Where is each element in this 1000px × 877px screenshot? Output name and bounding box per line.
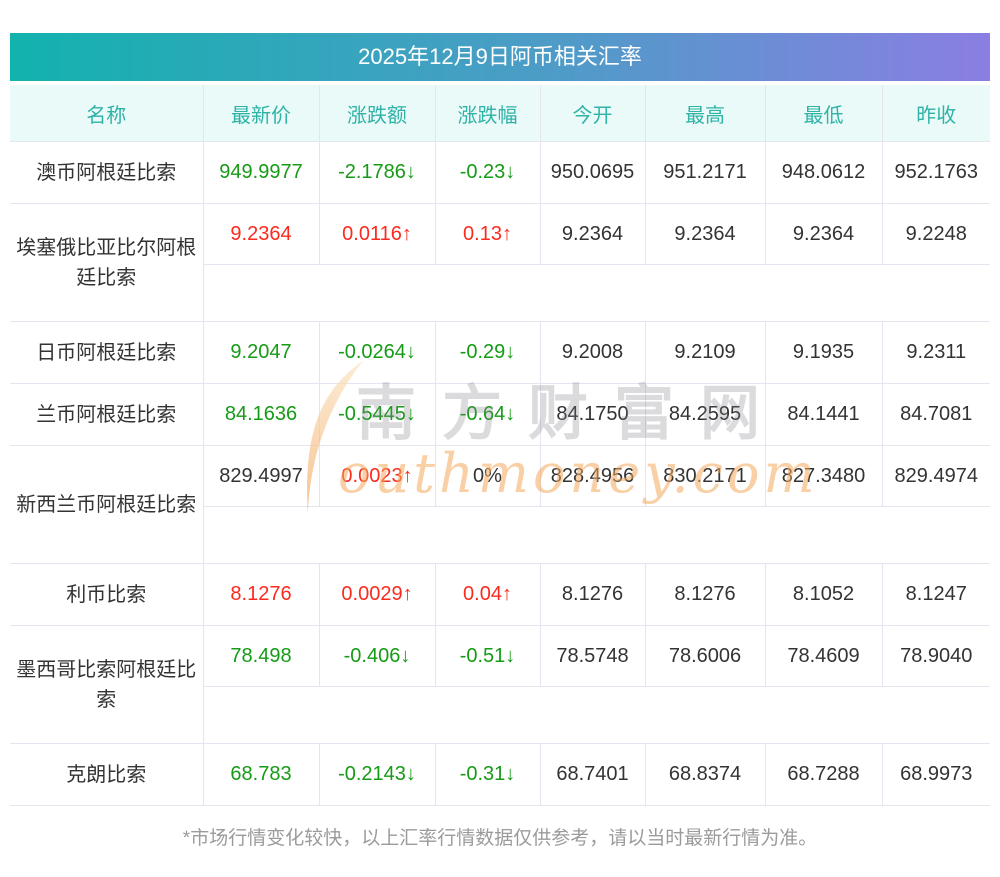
latest-price-cell: 9.2364 xyxy=(203,203,320,265)
table-row: 新西兰币阿根廷比索 829.4997 0.0023↑ 0% 828.4956 830.21… xyxy=(10,445,990,564)
change-percent-cell: -0.64↓ xyxy=(435,383,541,446)
change-percent-cell: -0.31↓ xyxy=(435,743,541,806)
open-price-cell: 9.2364 xyxy=(540,203,646,265)
prev-close-cell: 9.2311 xyxy=(882,321,990,384)
change-amount-cell: 0.0116↑ xyxy=(319,203,436,265)
change-amount-cell: -0.406↓ xyxy=(319,625,436,687)
wrap-spacer-cell xyxy=(203,506,990,564)
column-header: 最高 xyxy=(645,85,766,142)
prev-close-cell: 829.4974 xyxy=(882,445,990,507)
column-header: 涨跌幅 xyxy=(435,85,541,142)
latest-price-cell: 829.4997 xyxy=(203,445,320,507)
table-row-wrap-spacer xyxy=(10,506,990,564)
open-price-cell: 78.5748 xyxy=(540,625,646,687)
table-row: 日币阿根廷比索 9.2047 -0.0264↓ -0.29↓ 9.2008 9.2109 9… xyxy=(10,321,990,384)
column-header: 涨跌额 xyxy=(319,85,436,142)
header-row: 名称 最新价 涨跌额 涨跌幅 今开 最高 最低 昨收 xyxy=(10,85,990,142)
currency-name: 新西兰币阿根廷比索 xyxy=(10,445,204,564)
open-price-cell: 84.1750 xyxy=(540,383,646,446)
high-price-cell: 68.8374 xyxy=(645,743,766,806)
high-price-cell: 84.2595 xyxy=(645,383,766,446)
exchange-rate-table: 名称 最新价 涨跌额 涨跌幅 今开 最高 最低 昨收 澳币阿根廷比索 949.9977 -2.17… xyxy=(10,85,990,806)
latest-price-cell: 9.2047 xyxy=(203,321,320,384)
table-row: 墨西哥比索阿根廷比索 78.498 -0.406↓ -0.51↓ 78.5748 78.6… xyxy=(10,625,990,744)
rates-page: 2025年12月9日阿币相关汇率 名称 最新价 涨跌额 涨跌幅 今开 最高 最低 昨收 澳币阿… xyxy=(10,33,990,849)
page-title: 2025年12月9日阿币相关汇率 xyxy=(10,33,990,81)
table-row: 埃塞俄比亚比尔阿根廷比索 9.2364 0.0116↑ 0.13↑ 9.2364 9.23… xyxy=(10,203,990,322)
currency-name: 兰币阿根廷比索 xyxy=(10,383,204,446)
change-amount-cell: 0.0029↑ xyxy=(319,563,436,626)
high-price-cell: 9.2364 xyxy=(645,203,766,265)
prev-close-cell: 8.1247 xyxy=(882,563,990,626)
open-price-cell: 950.0695 xyxy=(540,141,646,204)
change-percent-cell: -0.29↓ xyxy=(435,321,541,384)
table-row-wrap-spacer xyxy=(10,264,990,322)
prev-close-cell: 84.7081 xyxy=(882,383,990,446)
change-amount-cell: -0.2143↓ xyxy=(319,743,436,806)
change-percent-cell: -0.23↓ xyxy=(435,141,541,204)
currency-name: 墨西哥比索阿根廷比索 xyxy=(10,625,204,744)
latest-price-cell: 78.498 xyxy=(203,625,320,687)
high-price-cell: 951.2171 xyxy=(645,141,766,204)
currency-name: 埃塞俄比亚比尔阿根廷比索 xyxy=(10,203,204,322)
change-percent-cell: -0.51↓ xyxy=(435,625,541,687)
latest-price-cell: 68.783 xyxy=(203,743,320,806)
low-price-cell: 68.7288 xyxy=(765,743,883,806)
low-price-cell: 9.1935 xyxy=(765,321,883,384)
change-amount-cell: 0.0023↑ xyxy=(319,445,436,507)
latest-price-cell: 8.1276 xyxy=(203,563,320,626)
change-percent-cell: 0.13↑ xyxy=(435,203,541,265)
wrap-spacer-cell xyxy=(203,264,990,322)
open-price-cell: 9.2008 xyxy=(540,321,646,384)
table-row: 克朗比索 68.783 -0.2143↓ -0.31↓ 68.7401 68.8374 68… xyxy=(10,743,990,806)
column-header: 名称 xyxy=(10,85,204,142)
table-row: 兰币阿根廷比索 84.1636 -0.5445↓ -0.64↓ 84.1750 84.25… xyxy=(10,383,990,446)
table-body: 澳币阿根廷比索 949.9977 -2.1786↓ -0.23↓ 950.0695 951… xyxy=(10,141,990,806)
high-price-cell: 8.1276 xyxy=(645,563,766,626)
low-price-cell: 78.4609 xyxy=(765,625,883,687)
table-row-wrap-spacer xyxy=(10,686,990,744)
low-price-cell: 8.1052 xyxy=(765,563,883,626)
latest-price-cell: 949.9977 xyxy=(203,141,320,204)
column-header: 昨收 xyxy=(882,85,990,142)
open-price-cell: 8.1276 xyxy=(540,563,646,626)
currency-name: 利币比索 xyxy=(10,563,204,626)
change-percent-cell: 0% xyxy=(435,445,541,507)
change-amount-cell: -2.1786↓ xyxy=(319,141,436,204)
change-percent-cell: 0.04↑ xyxy=(435,563,541,626)
prev-close-cell: 952.1763 xyxy=(882,141,990,204)
low-price-cell: 84.1441 xyxy=(765,383,883,446)
table-row: 澳币阿根廷比索 949.9977 -2.1786↓ -0.23↓ 950.0695 951… xyxy=(10,141,990,204)
latest-price-cell: 84.1636 xyxy=(203,383,320,446)
wrap-spacer-cell xyxy=(203,686,990,744)
table-row: 利币比索 8.1276 0.0029↑ 0.04↑ 8.1276 8.1276 8.1052… xyxy=(10,563,990,626)
prev-close-cell: 78.9040 xyxy=(882,625,990,687)
table-header: 名称 最新价 涨跌额 涨跌幅 今开 最高 最低 昨收 xyxy=(10,85,990,142)
open-price-cell: 828.4956 xyxy=(540,445,646,507)
change-amount-cell: -0.5445↓ xyxy=(319,383,436,446)
column-header: 最新价 xyxy=(203,85,320,142)
column-header: 最低 xyxy=(765,85,883,142)
high-price-cell: 9.2109 xyxy=(645,321,766,384)
open-price-cell: 68.7401 xyxy=(540,743,646,806)
prev-close-cell: 9.2248 xyxy=(882,203,990,265)
high-price-cell: 830.2171 xyxy=(645,445,766,507)
high-price-cell: 78.6006 xyxy=(645,625,766,687)
currency-name: 日币阿根廷比索 xyxy=(10,321,204,384)
column-header: 今开 xyxy=(540,85,646,142)
prev-close-cell: 68.9973 xyxy=(882,743,990,806)
low-price-cell: 827.3480 xyxy=(765,445,883,507)
currency-name: 澳币阿根廷比索 xyxy=(10,141,204,204)
disclaimer-text: *市场行情变化较快，以上汇率行情数据仅供参考，请以当时最新行情为准。 xyxy=(182,828,818,849)
currency-name: 克朗比索 xyxy=(10,743,204,806)
low-price-cell: 9.2364 xyxy=(765,203,883,265)
low-price-cell: 948.0612 xyxy=(765,141,883,204)
change-amount-cell: -0.0264↓ xyxy=(319,321,436,384)
